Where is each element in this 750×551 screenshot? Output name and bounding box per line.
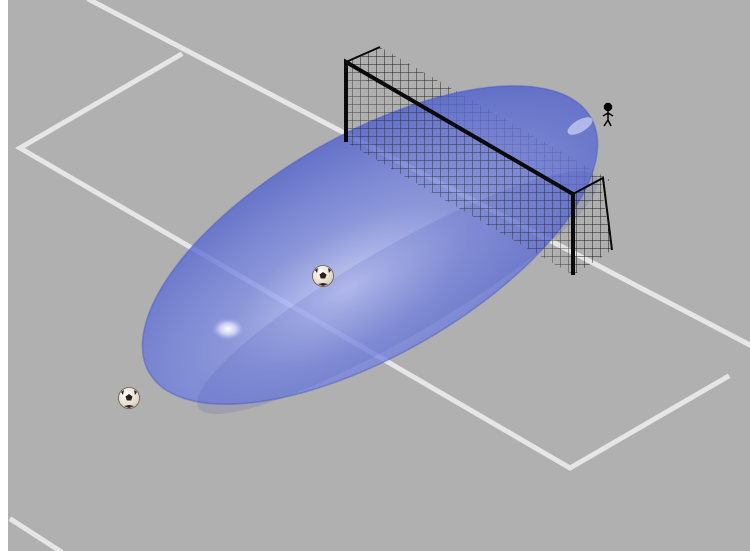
goal — [344, 46, 613, 275]
stick-figure — [602, 102, 614, 127]
goal-rear-frame — [345, 46, 613, 251]
airship-tip-highlight — [567, 117, 593, 135]
goal-front-net — [346, 62, 573, 275]
goal-frame — [344, 58, 575, 275]
goal-top-net — [346, 47, 405, 86]
airship-highlight — [212, 318, 244, 340]
soccer-ball-2 — [118, 387, 140, 409]
bottom-line — [8, 516, 64, 551]
airship-shadow-band — [197, 171, 598, 415]
goal-side-net — [573, 180, 612, 275]
soccer-ball-1 — [312, 265, 334, 287]
left-border-strip — [0, 0, 8, 551]
